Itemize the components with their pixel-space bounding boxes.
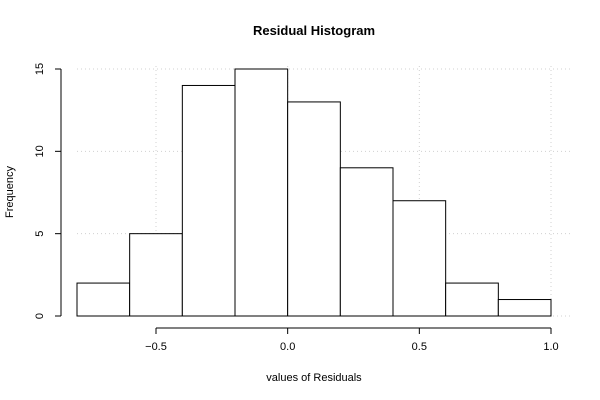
histogram-bar	[392, 200, 447, 317]
y-axis: 0 5 10 15	[34, 63, 62, 319]
y-tick-label: 10	[34, 145, 46, 157]
histogram-bar	[497, 299, 552, 317]
histogram-bar	[76, 282, 131, 317]
y-tick-label: 15	[34, 63, 46, 75]
histogram-bar	[129, 233, 183, 317]
histogram-bar	[287, 101, 341, 317]
histogram-bar	[181, 84, 236, 317]
y-tick-label: 0	[34, 313, 46, 319]
y-tick-label: 5	[34, 231, 46, 237]
y-axis-label: Frequency	[4, 166, 16, 218]
x-axis-label: values of Residuals	[266, 372, 362, 384]
x-tick-label: 0.0	[280, 341, 295, 353]
histogram-bar	[234, 68, 289, 317]
x-tick-label: 0.5	[412, 341, 427, 353]
histogram-bar	[339, 167, 394, 317]
chart-title: Residual Histogram	[253, 23, 375, 38]
histogram-bar	[445, 282, 499, 317]
x-tick-label: −0.5	[145, 341, 167, 353]
x-axis: −0.5 0.0 0.5 1.0	[145, 327, 559, 353]
x-tick-label: 1.0	[543, 341, 558, 353]
histogram-bars	[76, 68, 552, 317]
